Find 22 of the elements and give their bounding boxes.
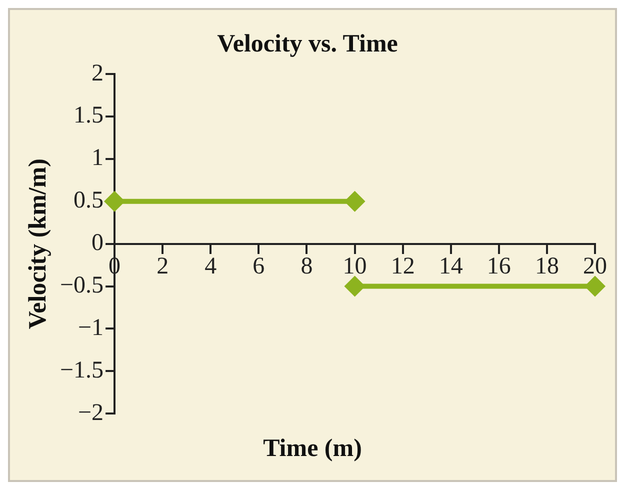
x-tick-label: 12 bbox=[390, 253, 415, 280]
x-tick-label: 8 bbox=[300, 253, 313, 280]
x-tick-label: 4 bbox=[204, 253, 217, 280]
y-tick-label: −0.5 bbox=[60, 272, 104, 299]
x-tick-label: 6 bbox=[252, 253, 265, 280]
y-tick-label: −1 bbox=[78, 314, 104, 341]
chart-title: Velocity vs. Time bbox=[217, 30, 398, 58]
y-tick-label: 0.5 bbox=[74, 188, 104, 214]
y-tick-label: −1.5 bbox=[60, 357, 104, 384]
y-tick-label: 1 bbox=[92, 145, 104, 172]
x-axis-title: Time (m) bbox=[262, 435, 363, 463]
y-tick-label: 1.5 bbox=[74, 102, 104, 129]
x-tick-label: 10 bbox=[342, 253, 367, 280]
y-tick-label: 2 bbox=[92, 60, 104, 86]
x-tick-label: 16 bbox=[486, 253, 511, 280]
x-tick-label: 2 bbox=[156, 253, 169, 280]
y-axis-title: Velocity (km/m) bbox=[24, 158, 52, 330]
x-tick-label: 14 bbox=[438, 253, 463, 280]
x-tick-label: 20 bbox=[583, 253, 607, 280]
y-tick-label: −2 bbox=[78, 400, 104, 426]
y-tick-label: 0 bbox=[92, 230, 104, 256]
x-tick-label: 18 bbox=[534, 253, 559, 280]
